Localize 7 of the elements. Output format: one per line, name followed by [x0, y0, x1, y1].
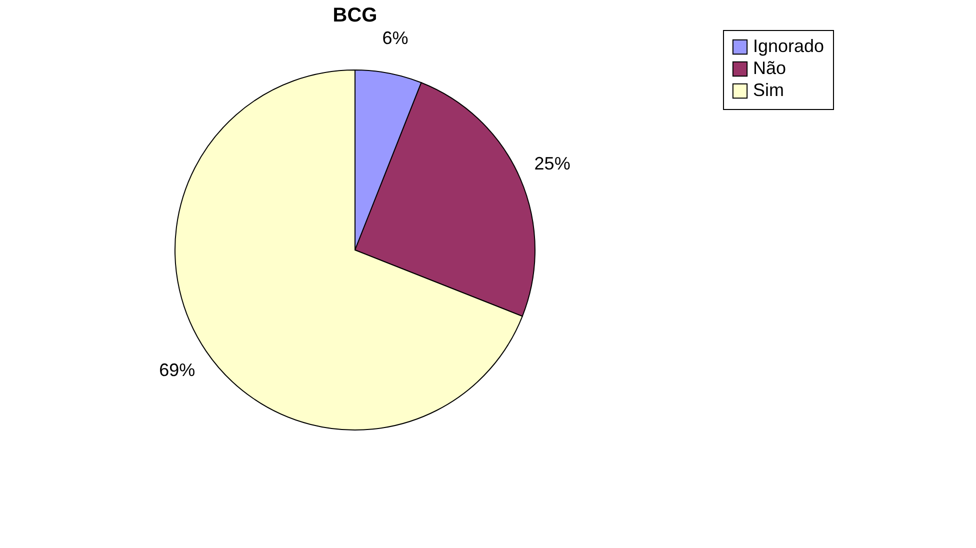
data-label: 25%: [534, 154, 570, 174]
legend-label: Não: [753, 58, 786, 78]
data-label: 69%: [159, 360, 196, 380]
legend-label: Sim: [753, 80, 784, 100]
chart-title: BCG: [332, 4, 378, 26]
legend-label: Ignorado: [753, 36, 824, 56]
data-label: 6%: [382, 28, 408, 48]
